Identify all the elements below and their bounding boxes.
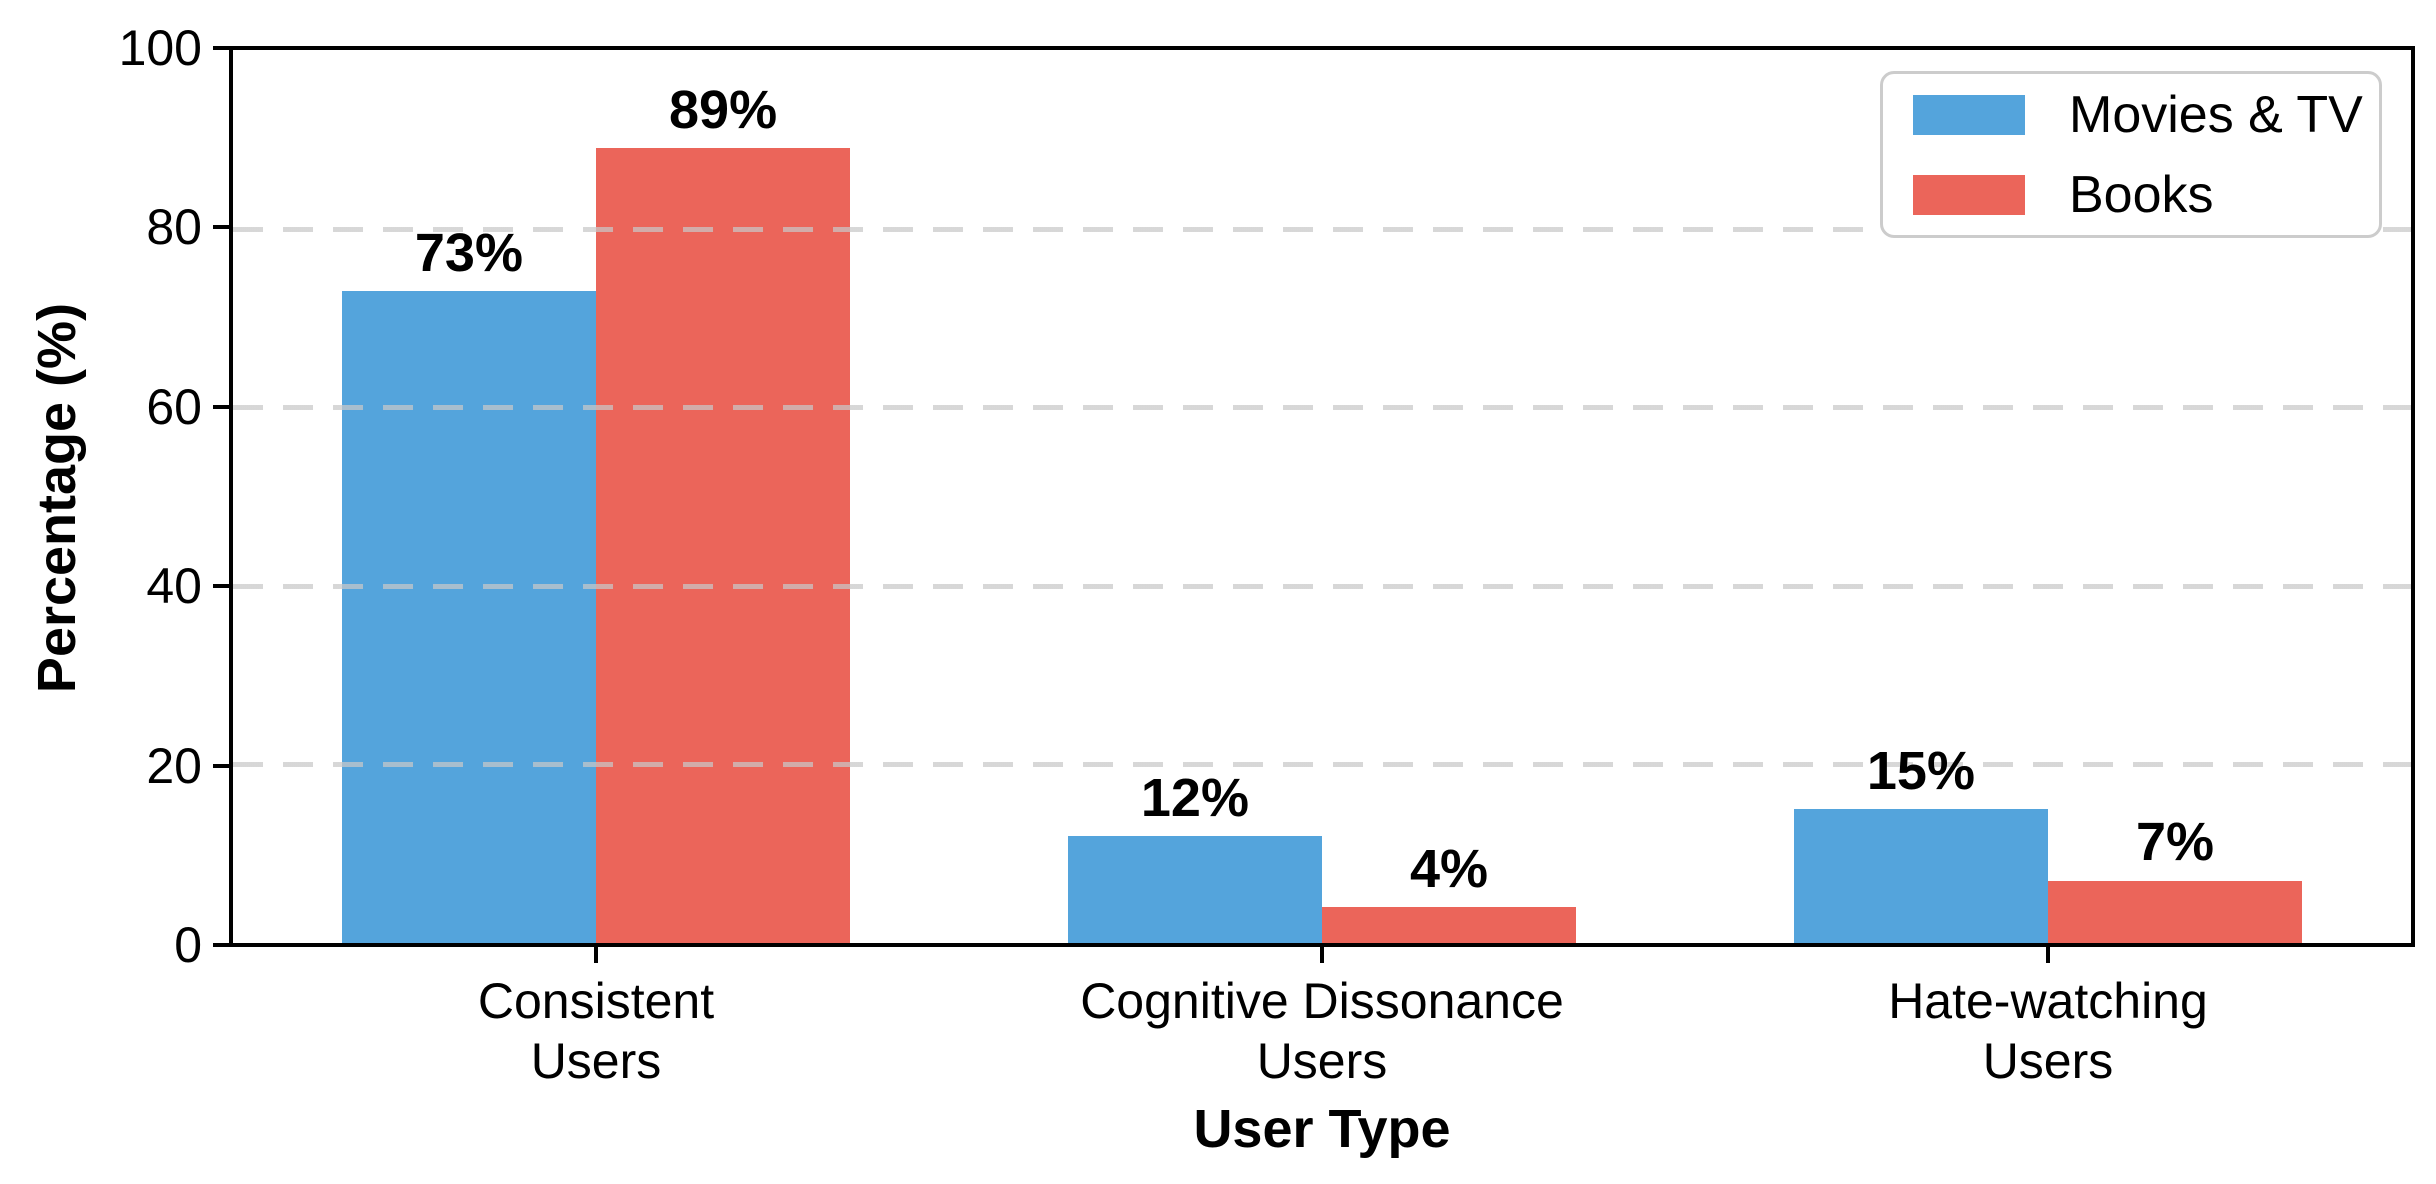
y-tick-label: 40 bbox=[146, 558, 202, 615]
grid-line bbox=[233, 405, 2411, 411]
x-tick-label: Hate-watching Users bbox=[1888, 973, 2208, 1089]
bar-movies-tv bbox=[341, 291, 596, 943]
x-tick-label: Consistent Users bbox=[477, 973, 715, 1089]
y-tick-label: 100 bbox=[118, 20, 202, 76]
y-tick-label: 0 bbox=[174, 917, 202, 973]
x-tick-label: Cognitive Dissonance Users bbox=[1080, 973, 1564, 1089]
y-tick-mark bbox=[213, 46, 229, 50]
y-tick-mark bbox=[213, 943, 229, 947]
grid-line bbox=[233, 762, 2411, 768]
bar-books bbox=[596, 148, 851, 943]
y-tick-mark bbox=[213, 225, 229, 230]
bar-value-label: 4% bbox=[1410, 839, 1489, 900]
y-tick-mark bbox=[213, 404, 229, 409]
y-tick-label: 60 bbox=[146, 378, 202, 435]
legend-label-books: Books bbox=[2069, 165, 2214, 224]
bar-books bbox=[1322, 907, 1577, 943]
grid-line bbox=[233, 583, 2411, 589]
bar-movies-tv bbox=[1793, 809, 2048, 943]
legend-swatch-movies-tv-icon bbox=[1913, 94, 2025, 135]
bar-value-label: 15% bbox=[1866, 741, 1975, 802]
bar-value-label: 7% bbox=[2136, 812, 2215, 873]
legend-item-movies-tv: Movies & TV bbox=[1913, 85, 2379, 145]
bar-movies-tv bbox=[1067, 835, 1322, 943]
legend: Movies & TV Books bbox=[1880, 71, 2382, 238]
legend-swatch-books-icon bbox=[1913, 174, 2025, 215]
bar-value-label: 89% bbox=[669, 80, 778, 141]
legend-item-books: Books bbox=[1913, 165, 2379, 225]
x-tick-mark bbox=[1320, 947, 1324, 963]
y-tick-label: 80 bbox=[146, 199, 202, 256]
x-tick-mark bbox=[594, 947, 598, 963]
bar-books bbox=[2048, 880, 2303, 943]
legend-label-movies-tv: Movies & TV bbox=[2069, 85, 2363, 144]
y-tick-mark bbox=[213, 584, 229, 589]
bar-value-label: 73% bbox=[414, 223, 523, 284]
grid-line bbox=[233, 226, 2411, 232]
x-tick-mark bbox=[2046, 947, 2050, 963]
y-tick-label: 20 bbox=[146, 737, 202, 794]
y-tick-mark bbox=[213, 763, 229, 768]
x-axis-title: User Type bbox=[1193, 1099, 1451, 1159]
bar-value-label: 12% bbox=[1140, 767, 1249, 828]
